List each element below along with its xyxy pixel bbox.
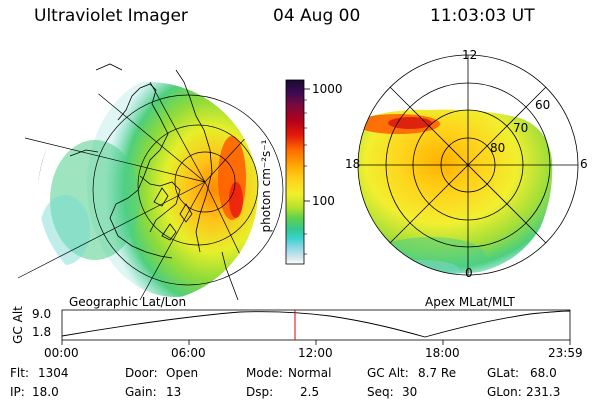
mode-label: Mode: (246, 366, 283, 380)
ip-label: IP: (10, 385, 25, 399)
left-peak-spot (229, 182, 243, 218)
altitude-ytick-top: 9.0 (32, 307, 52, 321)
geographic-caption: Geographic Lat/Lon (69, 295, 187, 309)
altitude-ylabel: GC Alt (11, 306, 25, 344)
dsp-label: Dsp: (246, 385, 274, 399)
seq-value: 30 (402, 385, 418, 399)
glon-label: GLon: (487, 385, 522, 399)
observation-time: 11:03:03 UT (430, 6, 535, 26)
colorbar-unit-label: photon cm⁻²s⁻¹ (259, 139, 273, 233)
coastlines (69, 63, 239, 301)
mlat-label-60: 60 (535, 98, 551, 112)
observation-date: 04 Aug 00 (273, 6, 361, 26)
altitude-xtick-3: 18:00 (425, 346, 460, 360)
mlat-label-70: 70 (513, 121, 529, 135)
altitude-ytick-bottom: 1.8 (32, 325, 52, 339)
ip-value: 18.0 (32, 385, 59, 399)
altitude-xtick-0: 00:00 (44, 346, 79, 360)
instrument-title: Ultraviolet Imager (34, 6, 188, 26)
left-cyan-fringe (40, 195, 90, 265)
seq-label: Seq: (367, 385, 394, 399)
geographic-graticule (17, 82, 284, 302)
colorbar-gradient (285, 79, 305, 265)
colorbar-label-100: 100 (312, 194, 335, 208)
flt-label: Flt: (10, 366, 29, 380)
altitude-xtick-1: 06:00 (171, 346, 206, 360)
gain-value: 13 (166, 385, 182, 399)
glat-value: 68.0 (530, 366, 557, 380)
mlt-label-12: 12 (462, 48, 478, 62)
altitude-xtick-4: 23:59 (548, 346, 583, 360)
magnetic-caption: Apex MLat/MLT (425, 295, 515, 309)
right-cyan-fringe (380, 260, 460, 275)
left-green-fringe (50, 140, 140, 260)
colorbar-minor-ticks (304, 99, 307, 255)
mlt-label-6: 6 (580, 157, 588, 171)
mode-value: Normal (288, 366, 332, 380)
altitude-curve (61, 310, 571, 338)
gcalt-value: 8.7 Re (418, 366, 457, 380)
mlt-label-18: 18 (345, 157, 361, 171)
dsp-value: 2.5 (300, 385, 320, 399)
altitude-xticks (61, 340, 571, 345)
altitude-xtick-2: 12:00 (298, 346, 333, 360)
gain-label: Gain: (125, 385, 157, 399)
glon-value: 231.3 (526, 385, 561, 399)
flt-value: 1304 (38, 366, 69, 380)
right-auroral-oval (358, 109, 553, 274)
door-value: Open (166, 366, 199, 380)
magnetic-grid (357, 54, 579, 276)
mlat-label-80: 80 (490, 141, 506, 155)
geographic-image (17, 63, 284, 302)
mlt-label-0: 0 (465, 266, 473, 280)
colorbar (285, 79, 310, 265)
altitude-plot (61, 309, 571, 345)
colorbar-label-1000: 1000 (312, 82, 343, 96)
magnetic-image (357, 54, 579, 276)
gcalt-label: GC Alt: (367, 366, 409, 380)
glat-label: GLat: (487, 366, 520, 380)
door-label: Door: (125, 366, 158, 380)
right-peak-arc (388, 117, 432, 129)
